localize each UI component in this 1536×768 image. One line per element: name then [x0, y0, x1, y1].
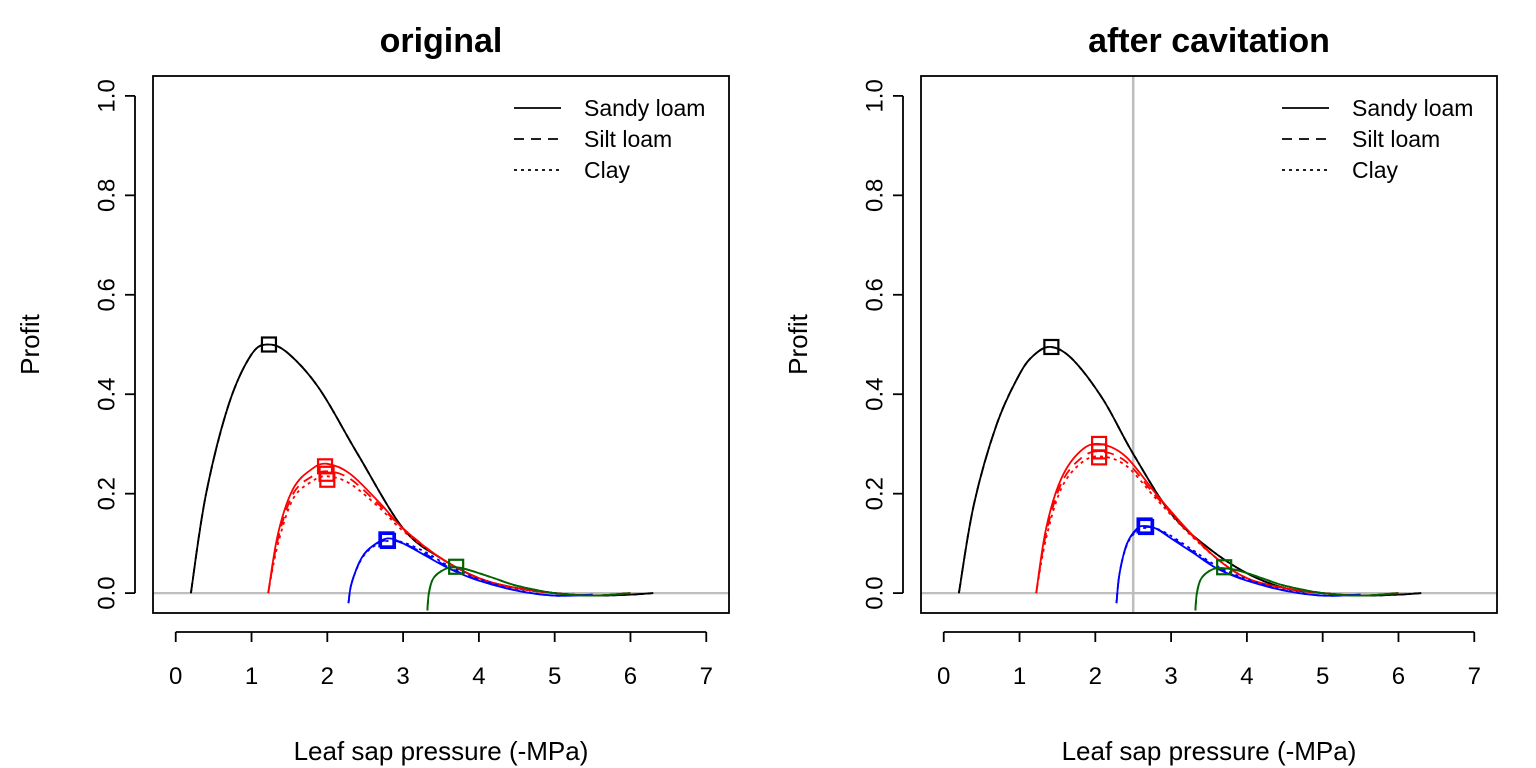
x-tick-label: 1 — [245, 663, 258, 690]
series-line-black-dashed — [958, 346, 1422, 597]
x-tick-label: 3 — [1164, 663, 1177, 690]
optimum-marker — [319, 471, 336, 488]
legend-label: Sandy loam — [584, 95, 705, 121]
x-tick-label: 4 — [472, 663, 485, 690]
optimum-marker — [1137, 518, 1155, 536]
y-tick-label: 0.4 — [94, 378, 121, 411]
x-tick-label: 3 — [396, 663, 409, 690]
x-tick-label: 4 — [1240, 663, 1253, 690]
optimum-marker — [378, 531, 395, 548]
x-axis-label: Leaf sap pressure (-MPa) — [294, 736, 589, 766]
series-line-blue-dashed — [347, 538, 593, 604]
series-line-green-dotted — [1194, 567, 1399, 611]
y-tick-label: 0.2 — [862, 477, 889, 510]
plot-area — [921, 76, 1497, 613]
legend-label: Sandy loam — [1352, 95, 1473, 121]
chart-panel-1: original 0 1 2 3 4 5 6 7 0.0 0.2 0.4 0.6 0.8 1.0 Leaf s… — [15, 22, 730, 766]
x-tick-label: 0 — [169, 663, 182, 690]
plot-frame — [152, 75, 730, 614]
chart-title: after cavitation — [1088, 22, 1330, 60]
optimum-marker — [448, 558, 465, 575]
plot-frame — [920, 75, 1498, 614]
optimum-marker — [1043, 338, 1060, 356]
y-tick-label: 0.0 — [94, 576, 121, 609]
chart-title: original — [380, 22, 503, 60]
y-tick-label: 0.0 — [862, 576, 889, 609]
series-line-blue-dotted — [347, 539, 593, 604]
optimum-marker — [1216, 559, 1233, 576]
y-tick-label: 0.8 — [94, 179, 121, 212]
chart-panel-2: after cavitation 0 1 2 3 4 5 6 7 0.0 0.2 0.4 0.6 0.8 1… — [783, 22, 1498, 766]
y-tick-label: 0.6 — [94, 278, 121, 311]
x-tick-label: 0 — [937, 663, 950, 690]
y-tick-label: 1.0 — [862, 79, 889, 112]
series-line-blue-dashed — [1115, 525, 1361, 604]
legend-label: Silt loam — [1352, 126, 1440, 152]
series-line-red-dotted — [267, 475, 631, 597]
x-tick-label: 2 — [1089, 663, 1102, 690]
legend-label: Clay — [1352, 157, 1399, 183]
series-line-black-dotted — [190, 343, 654, 597]
y-tick-label: 1.0 — [94, 79, 121, 112]
series-line-black-solid — [190, 343, 654, 597]
plot-area — [153, 343, 729, 611]
optimum-marker — [260, 336, 278, 353]
legend-label: Clay — [584, 157, 631, 183]
x-tick-label: 5 — [548, 663, 561, 690]
series-line-blue-solid — [1115, 525, 1361, 604]
optimum-marker — [1136, 517, 1153, 534]
series-line-green-dashed — [426, 566, 631, 611]
legend: Sandy loam Silt loam Clay — [1282, 95, 1473, 183]
x-axis-label: Leaf sap pressure (-MPa) — [1062, 736, 1357, 766]
series-line-black-dashed — [190, 343, 654, 597]
series-line-blue-dotted — [1115, 526, 1361, 604]
series-line-black-solid — [958, 346, 1422, 597]
x-tick-label: 1 — [1013, 663, 1026, 690]
series-line-red-solid — [267, 462, 631, 597]
series-line-green-dashed — [1194, 567, 1399, 611]
y-axis-label: Profit — [783, 313, 813, 374]
y-tick-label: 0.4 — [862, 378, 889, 411]
x-tick-label: 2 — [321, 663, 334, 690]
x-tick-label: 7 — [1468, 663, 1481, 690]
optimum-marker — [379, 532, 397, 550]
y-tick-label: 0.8 — [862, 179, 889, 212]
series-line-red-dashed — [267, 470, 631, 597]
y-tick-label: 0.6 — [862, 278, 889, 311]
legend: Sandy loam Silt loam Clay — [514, 95, 705, 183]
x-tick-label: 6 — [1392, 663, 1405, 690]
series-line-red-dashed — [1035, 450, 1399, 597]
x-tick-label: 5 — [1316, 663, 1329, 690]
x-tick-label: 7 — [700, 663, 713, 690]
x-tick-label: 6 — [624, 663, 637, 690]
series-line-black-dotted — [958, 346, 1422, 597]
y-axis-label: Profit — [15, 313, 45, 374]
legend-label: Silt loam — [584, 126, 672, 152]
series-line-green-dotted — [426, 566, 631, 611]
y-tick-label: 0.2 — [94, 477, 121, 510]
optimum-marker — [1091, 449, 1108, 466]
